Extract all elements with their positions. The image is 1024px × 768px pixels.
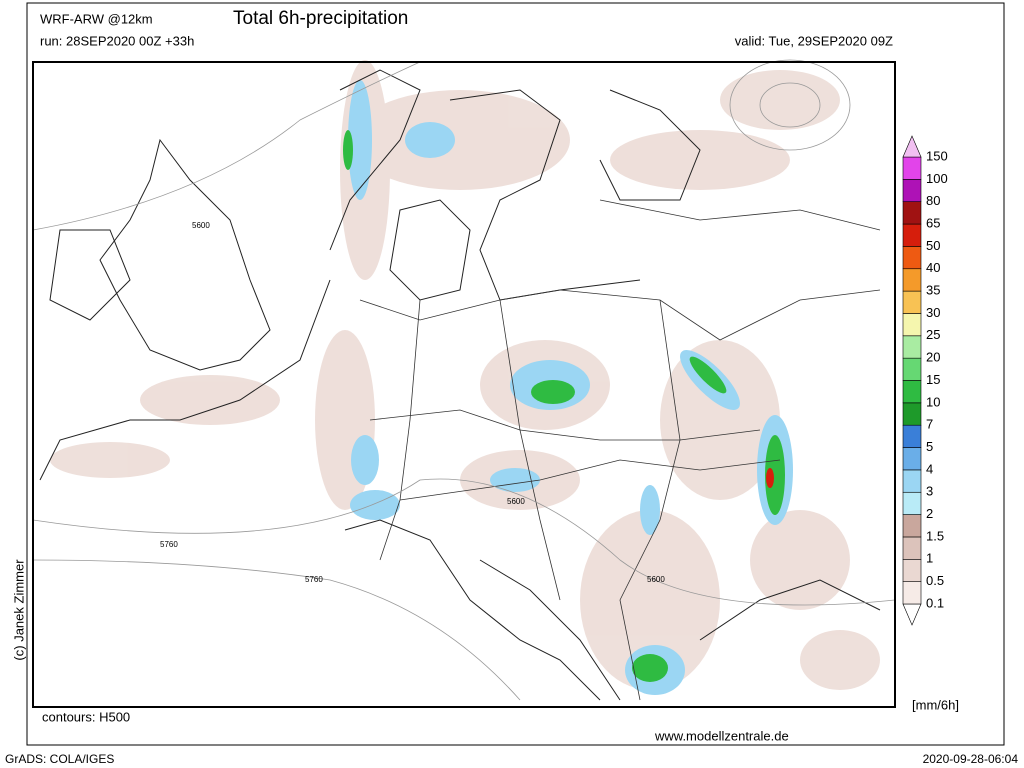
colorbar-cell (902, 179, 922, 203)
colorbar-label: 0.5 (926, 573, 944, 588)
colorbar-cell (902, 313, 922, 337)
colorbar-cell (902, 335, 922, 359)
colorbar-cell (902, 581, 922, 605)
valid: valid: Tue, 29SEP2020 09Z (735, 33, 893, 48)
colorbar-label: 35 (926, 283, 940, 298)
precip-peak (766, 468, 774, 488)
colorbar-cell (902, 201, 922, 225)
colorbar-cell (902, 290, 922, 314)
website: www.modellzentrale.de (654, 728, 789, 743)
colorbar-label: 15 (926, 372, 940, 387)
precip-light (50, 60, 880, 690)
colorbar: 0.1 0.5 1 1.5 2 3 4 5 7 10 15 20 25 30 35 40 50 65 80 100 15… (902, 135, 948, 626)
colorbar-label: 100 (926, 171, 948, 186)
colorbar-cell (902, 268, 922, 292)
timestamp: 2020-09-28-06:04 (923, 752, 1019, 766)
colorbar-cell (902, 469, 922, 493)
colorbar-cell (902, 447, 922, 471)
colorbar-label: 150 (926, 148, 948, 163)
colorbar-label: 2 (926, 506, 933, 521)
contours (32, 59, 896, 701)
colorbar-label: 1 (926, 551, 933, 566)
title: Total 6h-precipitation (233, 8, 408, 29)
precip-green (343, 130, 785, 682)
colorbar-cell (902, 491, 922, 515)
contour-label: 5760 (160, 540, 178, 549)
unit: [mm/6h] (912, 697, 959, 712)
colorbar-label: 80 (926, 193, 940, 208)
model: WRF-ARW @12km (40, 11, 153, 26)
contour-label: 5760 (305, 575, 323, 584)
colorbar-label: 25 (926, 327, 940, 342)
colorbar-cell (902, 380, 922, 404)
colorbar-cell (902, 357, 922, 381)
colorbar-label: 10 (926, 394, 940, 409)
run: run: 28SEP2020 00Z +33h (40, 33, 194, 48)
copyright: (c) Janek Zimmer (11, 559, 26, 661)
colorbar-cell (902, 246, 922, 270)
colorbar-cell (902, 514, 922, 538)
colorbar-label: 7 (926, 417, 933, 432)
colorbar-label: 30 (926, 305, 940, 320)
colorbar-label: 65 (926, 215, 940, 230)
colorbar-cell (902, 223, 922, 247)
software: GrADS: COLA/IGES (5, 752, 114, 766)
colorbar-cell (902, 135, 922, 158)
contours-note: contours: H500 (42, 709, 130, 724)
colorbar-label: 3 (926, 484, 933, 499)
colorbar-label: 40 (926, 260, 940, 275)
colorbar-label: 5 (926, 439, 933, 454)
borders (359, 199, 881, 701)
colorbar-cell (902, 536, 922, 560)
colorbar-label: 20 (926, 350, 940, 365)
colorbar-cell (902, 402, 922, 426)
contour-label: 5600 (192, 221, 210, 230)
colorbar-label: 4 (926, 461, 933, 476)
colorbar-cell (902, 424, 922, 448)
colorbar-label: 0.1 (926, 595, 944, 610)
colorbar-cell (902, 156, 922, 180)
colorbar-cell (902, 558, 922, 582)
colorbar-label: 1.5 (926, 528, 944, 543)
map: 5600 5600 5600 5760 5760 (32, 59, 896, 708)
map-frame (32, 61, 896, 708)
contour-label: 5600 (647, 575, 665, 584)
contour-label: 5600 (507, 497, 525, 506)
colorbar-label: 50 (926, 238, 940, 253)
